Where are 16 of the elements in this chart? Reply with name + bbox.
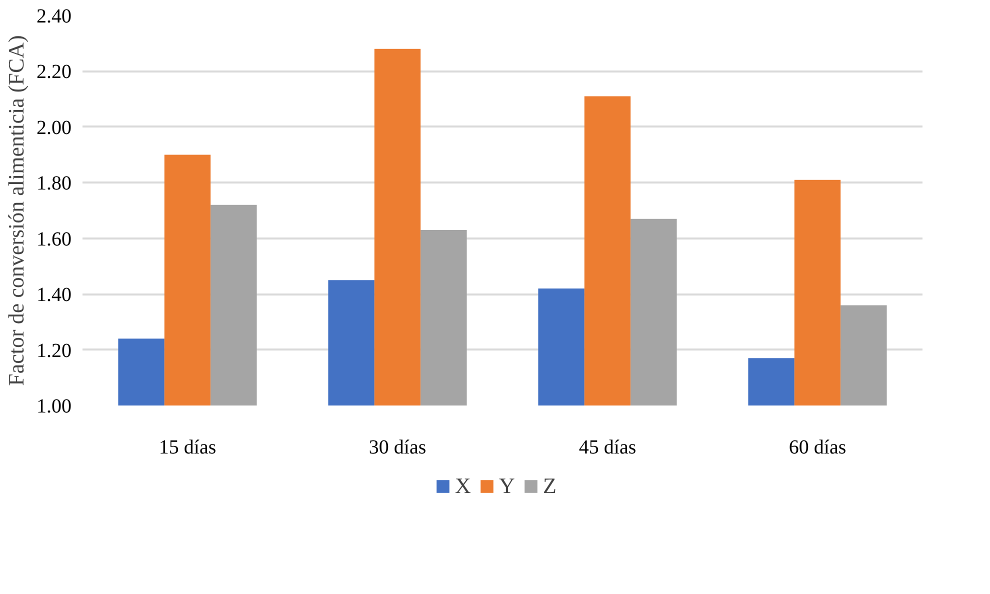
y-tick-label: 1.40 (36, 284, 72, 306)
y-tick-label: 1.60 (36, 228, 72, 250)
y-tick-label: 2.40 (36, 6, 72, 28)
y-axis-title: Factor de conversión alimenticia (FCA) (4, 35, 28, 386)
x-tick-label: 15 días (158, 436, 216, 458)
x-tick-label: 60 días (788, 436, 846, 458)
y-tick-label: 1.20 (36, 340, 72, 362)
legend-label: Z (543, 473, 558, 499)
legend-label: X (455, 473, 472, 499)
y-tick-label: 1.80 (36, 172, 72, 195)
y-tick-label: 2.20 (36, 61, 72, 84)
x-tick-label: 45 días (578, 436, 636, 458)
legend-label: Y (499, 473, 516, 499)
x-tick-label: 30 días (368, 436, 426, 458)
y-tick-label: 1.00 (36, 396, 72, 418)
y-tick-label: 2.00 (36, 116, 72, 139)
